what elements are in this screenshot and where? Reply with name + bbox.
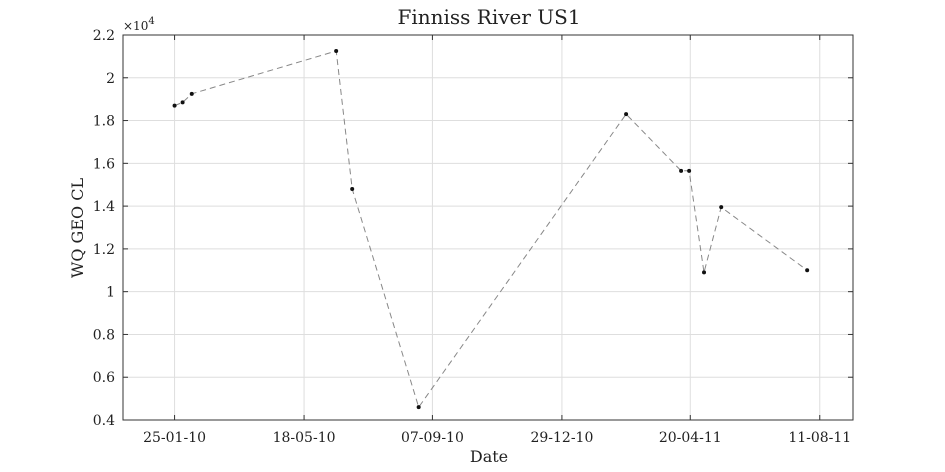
data-point — [189, 91, 194, 96]
data-point — [624, 112, 629, 117]
tick-labels: 0.4 0.6 0.8 1 1.2 1.4 1.6 1.8 2 2.2 25-01-10 18-05-… — [93, 28, 851, 446]
x-tick-label: 18-05-10 — [273, 430, 336, 446]
data-point — [172, 103, 177, 108]
x-tick-label: 29-12-10 — [530, 430, 593, 446]
y-tick-label: 1.2 — [93, 242, 115, 258]
data-point — [679, 168, 684, 173]
x-tick-label: 25-01-10 — [143, 430, 206, 446]
series-group — [172, 49, 810, 410]
y-tick-label: 0.6 — [93, 370, 115, 386]
y-tick-label: 0.4 — [93, 413, 115, 429]
y-tick-label: 1 — [106, 285, 115, 301]
data-point — [687, 168, 692, 173]
data-point — [350, 187, 355, 191]
y-exponent: ×104 — [123, 16, 155, 33]
data-point — [719, 205, 724, 210]
x-tick-label: 11-08-11 — [788, 430, 851, 446]
data-point — [702, 270, 707, 275]
y-tick-label: 1.6 — [93, 156, 115, 172]
x-tick-label: 20-04-11 — [659, 430, 722, 446]
chart-title: Finniss River US1 — [397, 5, 580, 29]
x-tick-label: 07-09-10 — [401, 430, 464, 446]
data-point — [805, 268, 810, 273]
data-point — [416, 405, 421, 410]
data-point — [180, 100, 185, 105]
grid — [123, 34, 853, 421]
y-tick-label: 1.4 — [93, 199, 115, 215]
x-axis-label: Date — [470, 447, 508, 466]
plot-frame — [122, 34, 854, 421]
data-point — [334, 49, 339, 54]
y-tick-label: 2.2 — [93, 28, 115, 44]
y-tick-label: 1.8 — [93, 114, 115, 130]
y-tick-label: 0.8 — [93, 327, 115, 343]
y-axis-label: WQ GEO CL — [68, 178, 87, 279]
series-line — [174, 50, 808, 409]
y-tick-label: 2 — [106, 71, 115, 87]
